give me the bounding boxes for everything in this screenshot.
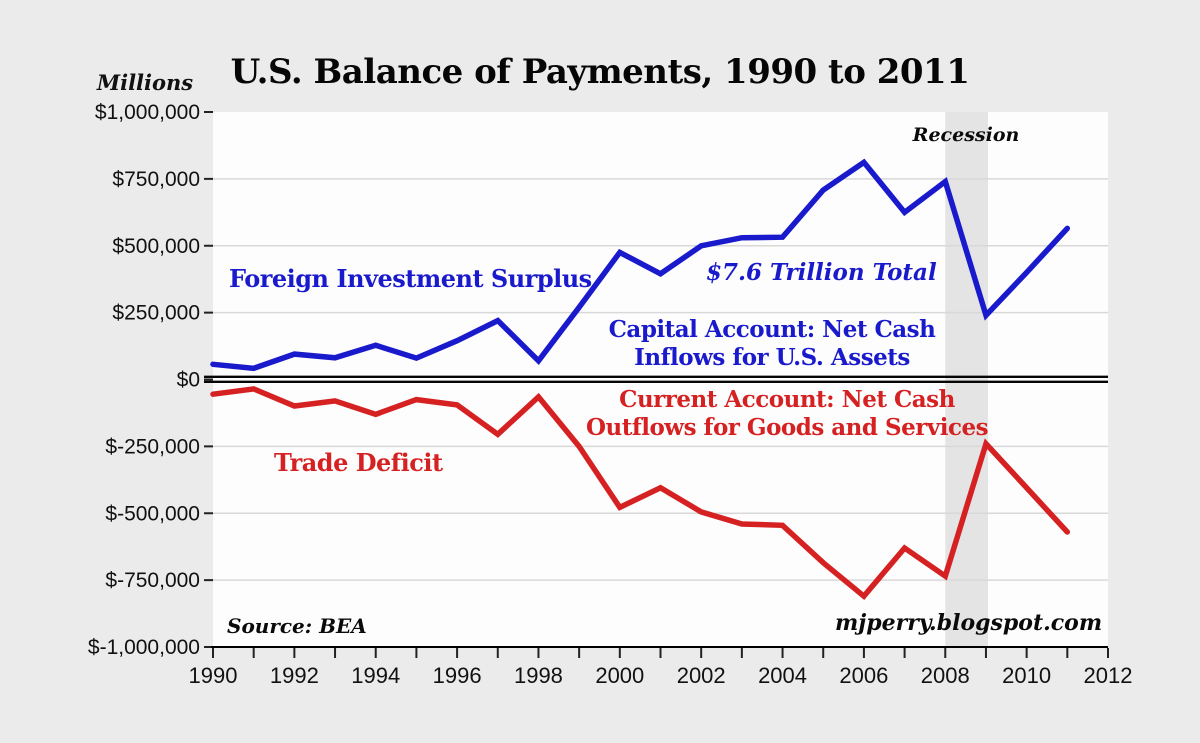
annotation-current-account-line1: Current Account: Net Cash [619, 386, 955, 413]
annotation-current-account-line2: Outflows for Goods and Services [585, 414, 989, 441]
annotation-trillion-total: $7.6 Trillion Total [706, 259, 937, 286]
x-axis-label: 1994 [351, 663, 400, 688]
source-note: Source: BEA [227, 614, 367, 638]
annotation-foreign-investment-surplus: Foreign Investment Surplus [229, 264, 592, 293]
recession-band [945, 112, 988, 647]
annotation-trade-deficit: Trade Deficit [274, 448, 443, 477]
x-axis-label: 2012 [1084, 663, 1133, 688]
annotation-capital-account: Capital Account: Net Cash Inflows for U.… [572, 316, 972, 372]
watermark: mjperry.blogspot.com [835, 610, 1103, 636]
x-axis-label: 2010 [1002, 663, 1051, 688]
x-axis-label: 1998 [514, 663, 563, 688]
y-axis-label: $0 [177, 369, 200, 392]
y-axis-label: $-500,000 [105, 502, 200, 525]
x-axis-label: 2006 [839, 663, 888, 688]
annotation-capital-account-line2: Inflows for U.S. Assets [634, 344, 910, 371]
x-axis-label: 2004 [758, 663, 807, 688]
y-axis-label: $-1,000,000 [88, 636, 200, 659]
chart-title: U.S. Balance of Payments, 1990 to 2011 [230, 52, 970, 92]
x-axis-label: 1990 [189, 663, 238, 688]
y-axis-unit-label: Millions [96, 70, 194, 95]
x-axis-label: 1996 [433, 663, 482, 688]
y-axis-label: $750,000 [112, 168, 200, 191]
y-axis-label: $500,000 [112, 235, 200, 258]
y-axis-label: $1,000,000 [95, 101, 200, 124]
x-axis-label: 2000 [595, 663, 644, 688]
x-axis-label: 1992 [270, 663, 319, 688]
current-account-line [210, 386, 1071, 601]
annotation-current-account: Current Account: Net Cash Outflows for G… [557, 386, 1017, 442]
y-axis-label: $-250,000 [105, 435, 200, 458]
annotation-recession: Recession [912, 124, 1020, 146]
x-axis-label: 2008 [921, 663, 970, 688]
y-axis-label: $-750,000 [105, 569, 200, 592]
x-axis-label: 2002 [677, 663, 726, 688]
annotation-capital-account-line1: Capital Account: Net Cash [608, 316, 936, 343]
capital-account-line [210, 158, 1071, 372]
y-axis-label: $250,000 [112, 302, 200, 325]
